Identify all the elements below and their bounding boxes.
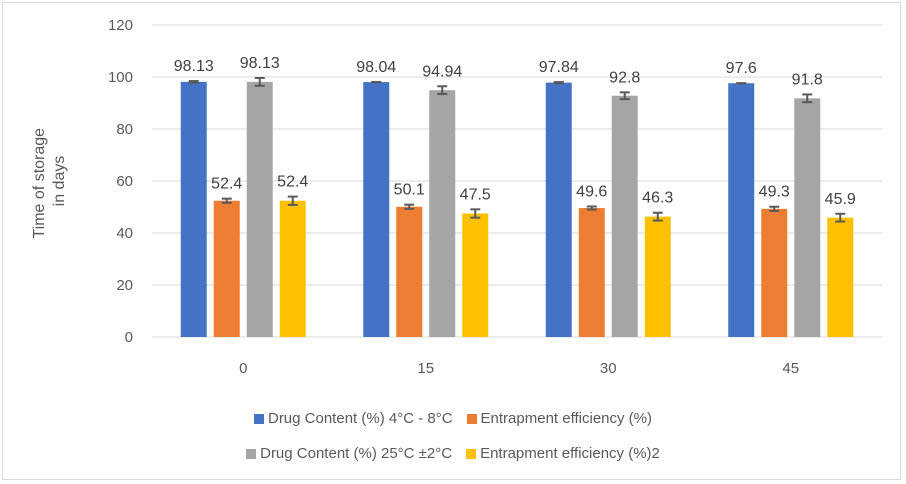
legend-swatch [466, 448, 477, 459]
x-tick-label: 15 [417, 360, 434, 377]
legend-item[interactable]: Drug Content (%) 4°C - 8°C [253, 410, 453, 427]
bar [363, 82, 390, 337]
error-bar [404, 203, 415, 210]
bar [246, 81, 273, 337]
y-tick-label: 100 [108, 69, 133, 86]
y-tick-label: 20 [116, 277, 133, 294]
data-label: 49.6 [576, 183, 607, 200]
y-tick-label: 80 [116, 121, 133, 138]
y-tick-label: 0 [125, 329, 133, 346]
bars [180, 81, 854, 338]
data-label: 46.3 [642, 190, 673, 207]
data-label: 49.3 [759, 184, 790, 201]
legend-swatch [466, 413, 477, 424]
x-axis-ticks: 0 15 30 45 [239, 360, 799, 377]
gridlines [152, 24, 882, 338]
x-tick-label: 45 [782, 360, 799, 377]
data-label: 98.04 [356, 59, 396, 76]
bar [545, 82, 572, 337]
data-label: 94.94 [422, 63, 462, 80]
y-axis-label-line-2: in days [51, 156, 68, 207]
y-tick-label: 40 [116, 225, 133, 242]
data-labels: 98.13 52.4 98.13 52.4 98.04 50.1 94.94 47.5 97.8… [174, 55, 856, 208]
y-axis-ticks: 0 20 40 60 80 100 120 [108, 17, 133, 346]
error-bar [188, 80, 199, 84]
x-tick-label: 0 [239, 360, 247, 377]
data-label: 50.1 [394, 182, 425, 199]
error-bar [619, 91, 630, 101]
data-label: 91.8 [792, 71, 823, 88]
legend-row-2: Drug Content (%) 25°C ±2°C Entrapment ef… [0, 445, 906, 462]
legend-item[interactable]: Entrapment efficiency (%)2 [466, 445, 660, 462]
bar [644, 216, 671, 337]
error-bar [769, 205, 780, 212]
data-label: 98.13 [174, 58, 214, 75]
x-tick-label: 30 [600, 360, 617, 377]
bar [279, 200, 306, 337]
bar [578, 208, 605, 337]
error-bar [586, 205, 597, 211]
data-label: 92.8 [609, 69, 640, 86]
legend-item[interactable]: Entrapment efficiency (%) [466, 410, 653, 427]
legend-swatch [253, 413, 264, 424]
y-tick-label: 60 [116, 173, 133, 190]
data-label: 97.6 [726, 60, 757, 77]
legend-row-1: Drug Content (%) 4°C - 8°C Entrapment ef… [0, 410, 906, 427]
legend-label: Entrapment efficiency (%)2 [480, 445, 660, 462]
data-label: 97.84 [539, 59, 579, 76]
legend-label: Entrapment efficiency (%) [480, 410, 653, 427]
y-tick-label: 120 [108, 17, 133, 34]
bar [429, 90, 456, 337]
legend-label: Drug Content (%) 25°C ±2°C [260, 445, 453, 462]
error-bar [835, 212, 846, 223]
bar [462, 213, 489, 337]
error-bar [437, 85, 448, 96]
bar [396, 206, 423, 337]
data-label: 52.4 [277, 174, 308, 191]
data-label: 98.13 [240, 55, 280, 72]
y-axis-label-line-1: Time of storage [31, 128, 48, 239]
legend-swatch [246, 448, 257, 459]
error-bar [254, 76, 265, 87]
error-bars [188, 76, 846, 223]
bar [794, 98, 821, 337]
error-bar [221, 197, 232, 204]
data-label: 45.9 [825, 191, 856, 208]
y-axis-label: Time of storage in days [31, 123, 68, 238]
bar [728, 83, 755, 338]
data-label: 47.5 [460, 186, 491, 203]
bar [827, 217, 854, 337]
error-bar [470, 208, 481, 219]
error-bar [553, 81, 564, 85]
bar [611, 95, 638, 337]
error-bar [287, 195, 298, 206]
legend-item[interactable]: Drug Content (%) 25°C ±2°C [246, 445, 452, 462]
bar [761, 208, 788, 337]
error-bar [802, 93, 813, 104]
bar [213, 200, 240, 337]
bar [180, 81, 207, 337]
legend-label: Drug Content (%) 4°C - 8°C [267, 410, 453, 427]
error-bar [652, 211, 663, 222]
data-label: 52.4 [211, 176, 242, 193]
bar-chart: 0 20 40 60 80 100 120 98.13 52.4 98.13 52.4 98.04 5… [31, 17, 882, 377]
